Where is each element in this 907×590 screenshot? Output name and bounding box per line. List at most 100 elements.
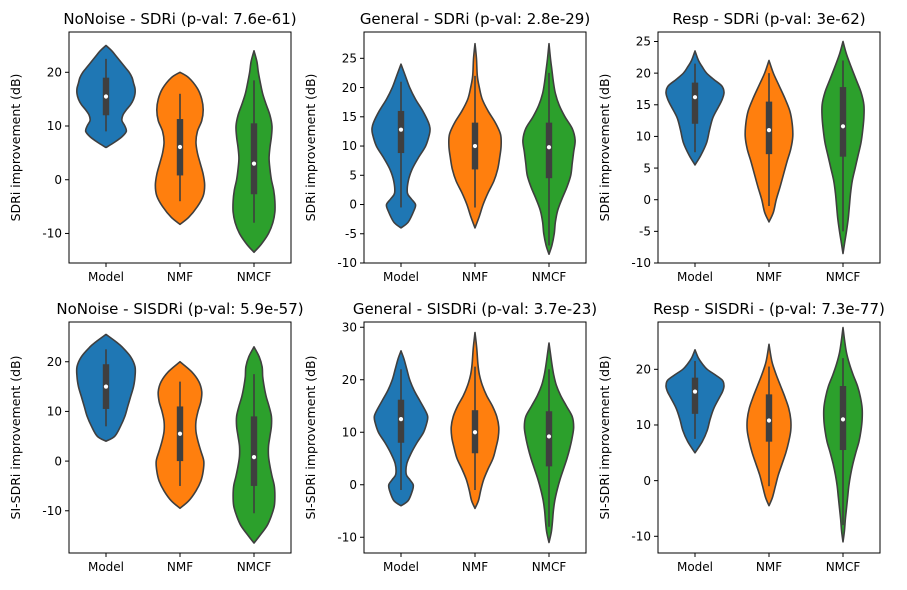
axes-frame: [363, 321, 587, 554]
x-tick-label: NMCF: [237, 560, 272, 574]
median-dot-model: [398, 127, 404, 132]
median-dot-nmcf: [840, 124, 846, 129]
y-tick-label: 30: [342, 320, 357, 334]
y-tick-label: 0: [349, 478, 357, 492]
subplot-title: NoNoise - SISDRi (p-val: 5.9e-57): [56, 300, 303, 318]
median-dot-model: [398, 417, 404, 422]
y-tick-label: 5: [349, 168, 357, 182]
x-tick-label: Model: [383, 560, 419, 574]
iqr-box-nmcf: [250, 416, 258, 486]
y-axis-label: SI-SDRi improvement (dB): [8, 356, 23, 520]
y-tick-label: 25: [636, 35, 651, 49]
x-tick-label: NMCF: [826, 560, 861, 574]
iqr-box-model: [691, 377, 699, 414]
iqr-box-nmcf: [545, 411, 553, 467]
x-tick-label: Model: [88, 270, 124, 284]
y-tick-label: 10: [342, 425, 357, 439]
y-axis-label: SDRi improvement (dB): [8, 74, 23, 222]
subplot-1: NoNoise - SDRi (p-val: 7.6e-61) SDRi impr…: [8, 10, 297, 284]
y-tick-label: -10: [337, 530, 357, 544]
x-tick-label: NMF: [167, 560, 193, 574]
subplot-title: Resp - SISDRi - (p-val: 7.3e-77): [653, 300, 885, 318]
y-tick-label: 20: [342, 81, 357, 95]
iqr-box-nmcf: [839, 87, 847, 157]
iqr-box-nmcf: [545, 122, 553, 179]
axes-frame: [657, 321, 881, 554]
y-tick-label: -10: [631, 256, 651, 270]
iqr-box-model: [691, 82, 699, 124]
y-tick-label: 0: [54, 173, 62, 187]
x-tick-label: NMCF: [532, 560, 567, 574]
median-dot-model: [692, 389, 698, 394]
median-dot-nmcf: [546, 145, 552, 150]
y-tick-label: -10: [631, 530, 651, 544]
axes-frame: [363, 31, 587, 264]
axes-frame: [68, 321, 292, 554]
median-dot-nmcf: [251, 161, 257, 166]
x-tick-label: Model: [88, 560, 124, 574]
y-tick-label: 10: [636, 130, 651, 144]
subplot-5: General - SISDRi (p-val: 3.7e-23) SI-SDRi…: [303, 300, 597, 574]
iqr-box-nmcf: [250, 123, 258, 195]
median-dot-model: [103, 384, 109, 389]
x-tick-label: NMF: [167, 270, 193, 284]
x-tick-label: NMF: [756, 270, 782, 284]
median-dot-nmf: [766, 418, 772, 423]
iqr-box-model: [397, 110, 405, 154]
y-tick-label: -10: [337, 256, 357, 270]
y-tick-label: 15: [636, 98, 651, 112]
y-axis-label: SDRi improvement (dB): [303, 74, 318, 222]
median-dot-nmcf: [546, 434, 552, 439]
y-tick-label: 0: [643, 474, 651, 488]
x-tick-label: NMCF: [826, 270, 861, 284]
x-tick-label: NMF: [462, 560, 488, 574]
x-tick-label: Model: [677, 560, 713, 574]
x-tick-label: Model: [677, 270, 713, 284]
y-tick-label: -5: [639, 225, 651, 239]
subplot-3: Resp - SDRi (p-val: 3e-62) SDRi improveme…: [597, 10, 881, 284]
median-dot-nmf: [766, 127, 772, 133]
y-tick-label: -10: [42, 504, 62, 518]
subplot-title: General - SDRi (p-val: 2.8e-29): [360, 10, 590, 28]
y-tick-label: 0: [643, 193, 651, 207]
y-axis-label: SDRi improvement (dB): [597, 74, 612, 222]
y-tick-label: 25: [342, 52, 357, 66]
subplot-6: Resp - SISDRi - (p-val: 7.3e-77) SI-SDRi …: [597, 300, 885, 574]
axes-frame: [68, 31, 292, 264]
subplot-title: General - SISDRi (p-val: 3.7e-23): [353, 300, 597, 318]
y-tick-label: 10: [47, 119, 62, 133]
y-tick-label: 10: [342, 139, 357, 153]
median-dot-nmf: [177, 431, 183, 436]
x-tick-label: Model: [383, 270, 419, 284]
median-dot-nmcf: [840, 417, 846, 422]
median-dot-nmf: [472, 143, 478, 149]
x-tick-label: NMF: [462, 270, 488, 284]
subplot-4: NoNoise - SISDRi (p-val: 5.9e-57) SI-SDRi…: [8, 300, 304, 574]
y-tick-label: 10: [636, 418, 651, 432]
median-dot-nmf: [472, 430, 478, 435]
y-tick-label: 20: [47, 355, 62, 369]
y-tick-label: -5: [345, 227, 357, 241]
y-tick-label: 10: [47, 405, 62, 419]
iqr-box-nmf: [765, 394, 773, 442]
y-tick-label: 20: [47, 65, 62, 79]
iqr-box-nmf: [765, 101, 773, 155]
subplot-2: General - SDRi (p-val: 2.8e-29) SDRi impr…: [303, 10, 590, 284]
iqr-box-model: [397, 399, 405, 443]
y-tick-label: -10: [42, 227, 62, 241]
x-tick-label: NMCF: [532, 270, 567, 284]
y-tick-label: 0: [349, 198, 357, 212]
y-tick-label: 20: [636, 363, 651, 377]
y-tick-label: 15: [342, 110, 357, 124]
y-tick-label: 0: [54, 454, 62, 468]
subplot-title: NoNoise - SDRi (p-val: 7.6e-61): [63, 10, 296, 28]
median-dot-model: [692, 95, 698, 100]
x-tick-label: NMCF: [237, 270, 272, 284]
median-dot-nmcf: [251, 455, 257, 460]
median-dot-model: [103, 94, 109, 99]
axes-frame: [657, 31, 881, 264]
subplot-title: Resp - SDRi (p-val: 3e-62): [672, 10, 865, 28]
y-axis-label: SI-SDRi improvement (dB): [303, 356, 318, 520]
median-dot-nmf: [177, 144, 183, 150]
